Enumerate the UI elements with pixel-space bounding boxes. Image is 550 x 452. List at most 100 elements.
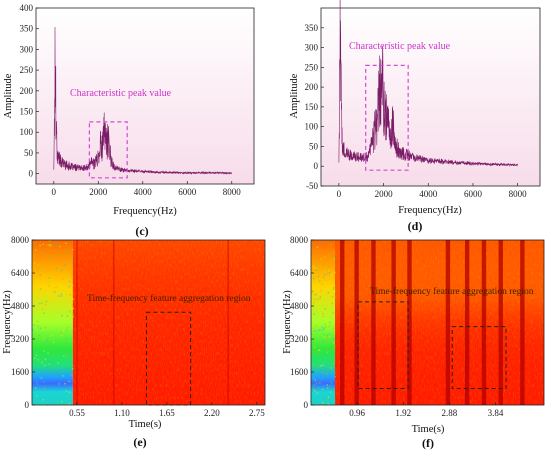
panel-e-speckle <box>62 375 64 377</box>
panel-f-speckle <box>316 392 319 394</box>
panel-f-xtick-label: 3.84 <box>488 408 504 418</box>
panel-f-low-energy-segment <box>311 240 336 405</box>
panel-e-speckle <box>72 298 75 300</box>
panel-e-speckle <box>50 244 52 247</box>
panel-f-speckle <box>318 365 321 368</box>
panel-c-xtick-label: 2000 <box>89 187 108 197</box>
panel-f-speckle <box>332 327 335 330</box>
panel-e-speckle <box>53 316 55 318</box>
panel-e-speckle <box>36 320 39 323</box>
panel-f-speckle <box>317 276 320 278</box>
panel-e-speckle <box>66 315 69 317</box>
panel-d-ytick-label: 0 <box>314 161 319 171</box>
panel-e-annotation-box <box>145 311 192 406</box>
panel-e-speckle <box>65 253 67 255</box>
panel-f-speckle <box>313 388 315 390</box>
panel-f-speckle <box>331 254 333 256</box>
panel-e-speckle <box>48 277 50 279</box>
panel-e-speckle <box>65 354 68 356</box>
panel-f-speckle <box>327 291 329 294</box>
panel-e-speckle <box>46 339 49 342</box>
panel-d-xtick-label: 2000 <box>375 189 394 199</box>
panel-c-xtick-label: 0 <box>52 187 57 197</box>
panel-f-speckle <box>322 264 325 266</box>
panel-f-speckle <box>332 338 335 340</box>
panel-f-speckle <box>315 325 317 327</box>
panel-f-speckle <box>329 355 331 357</box>
panel-f-speckle <box>327 396 330 398</box>
panel-f-energy-streak <box>371 240 376 405</box>
panel-e-speckle <box>55 286 57 289</box>
panel-f-speckle <box>316 310 318 312</box>
panel-f-speckle <box>313 370 315 372</box>
panel-e-speckle <box>34 322 36 324</box>
panel-f-speckle <box>333 286 335 289</box>
panel-e-speckle <box>68 402 71 405</box>
panel-f-speckle <box>318 329 320 332</box>
panel-e-speckle <box>47 363 50 366</box>
panel-f-spectrogram <box>311 240 544 406</box>
panel-e-speckle <box>63 355 65 357</box>
panel-f-speckle <box>328 366 330 369</box>
panel-c-ytick-label: 350 <box>20 24 34 34</box>
panel-f-speckle <box>327 403 329 405</box>
panel-e-speckle <box>56 305 59 307</box>
panel-d-ytick-label: 350 <box>305 23 319 33</box>
panel-f-speckle <box>328 333 331 336</box>
panel-c-annotation-box <box>88 121 128 179</box>
panel-e-speckle <box>71 261 74 264</box>
panel-f-speckle <box>321 297 324 299</box>
panel-c-xtick-label: 8000 <box>223 187 242 197</box>
panel-f-speckle <box>324 256 326 258</box>
panel-f-speckle <box>322 364 324 367</box>
panel-e-speckle <box>44 248 47 251</box>
panel-e-speckle <box>56 349 59 351</box>
panel-e-speckle <box>66 403 68 406</box>
panel-f-speckle <box>325 348 328 350</box>
panel-f-speckle <box>329 271 331 274</box>
panel-e-speckle <box>39 240 42 242</box>
panel-f-label: (f) <box>422 436 434 450</box>
panel-e-speckle <box>51 326 54 329</box>
panel-e-xtick-label: 2.75 <box>249 408 265 418</box>
panel-e-speckle <box>61 314 63 317</box>
panel-e-speckle <box>39 288 42 290</box>
panel-f-ytick-label: 4800 <box>290 301 309 311</box>
panel-d-ytick-label: -50 <box>306 181 318 191</box>
panel-e-speckle <box>53 341 55 344</box>
panel-e-speckle <box>47 244 49 246</box>
panel-e-speckle <box>61 334 63 337</box>
panel-e-speckle <box>49 307 51 309</box>
panel-e-speckle <box>63 329 65 332</box>
panel-e-speckle <box>68 280 71 283</box>
panel-f-ytick-label: 0 <box>304 400 309 410</box>
panel-c-series-line <box>53 27 232 176</box>
panel-f-speckle <box>318 349 321 351</box>
panel-e-speckle <box>36 383 39 385</box>
panel-f-speckle <box>329 327 331 330</box>
panel-e-speckle <box>57 284 59 286</box>
panel-e-speckle <box>60 331 62 334</box>
panel-f-annotation-box <box>451 326 507 389</box>
panel-f-speckle <box>320 290 322 292</box>
panel-f-speckle <box>314 390 316 392</box>
panel-f-speckle <box>312 242 314 244</box>
panel-e-speckle <box>32 329 34 331</box>
panel-c-xlabel: Frequency(Hz) <box>113 206 177 217</box>
panel-e-speckle <box>35 322 38 324</box>
panel-e-energy-streak <box>76 240 78 405</box>
panel-e-speckle <box>72 315 74 318</box>
panel-f-xtick-label: 2.88 <box>441 408 457 418</box>
panel-e-annotation: Time-frequency feature aggregation regio… <box>87 293 251 304</box>
panel-f-xtick-label: 1.92 <box>395 408 411 418</box>
panel-f-speckle <box>328 242 330 244</box>
panel-f-xlabel: Time(s) <box>412 424 445 435</box>
panel-e-speckle <box>34 242 36 244</box>
panel-f-texture <box>335 240 544 405</box>
panel-e-speckle <box>36 302 38 305</box>
panel-f-speckle <box>312 268 314 271</box>
panel-f-speckle <box>332 252 334 254</box>
panel-e-speckle <box>64 383 66 385</box>
panel-f-ytick-label: 1600 <box>290 367 309 377</box>
panel-e-speckle <box>35 364 38 367</box>
